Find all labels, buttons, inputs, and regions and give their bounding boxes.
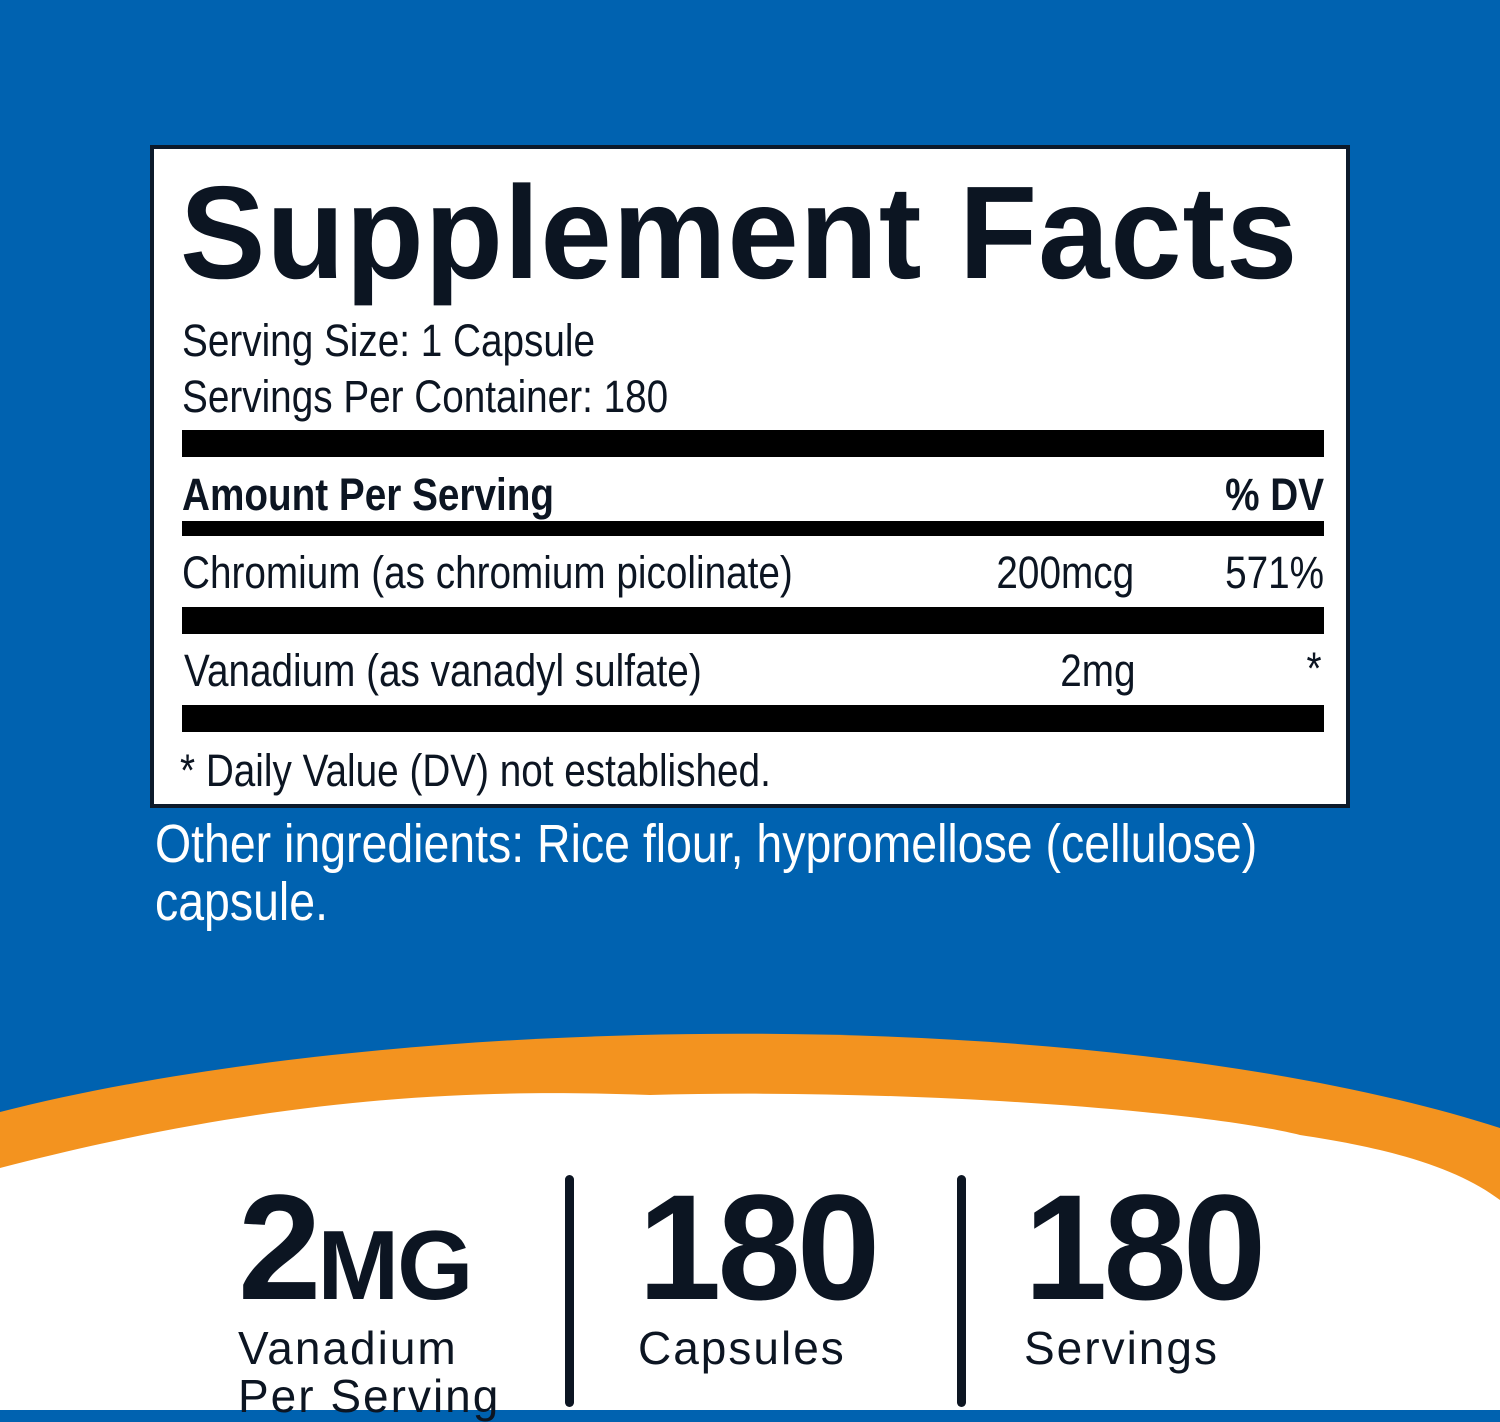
divider-line xyxy=(565,1175,574,1407)
header-dv: % DV xyxy=(1225,469,1324,520)
divider-thick xyxy=(182,430,1324,457)
facts-title: Supplement Facts xyxy=(180,159,1299,306)
row-name: Vanadium (as vanadyl sulfate) xyxy=(184,645,702,696)
serving-size: Serving Size: 1 Capsule xyxy=(182,315,596,366)
highlight-label: Capsules xyxy=(638,1322,846,1374)
supplement-facts-panel: Supplement Facts Serving Size: 1 Capsule… xyxy=(150,145,1350,808)
row-amount: 200mcg xyxy=(996,547,1134,598)
row-amount: 2mg xyxy=(1060,645,1136,696)
divider xyxy=(182,521,1324,536)
other-ingredients: Other ingredients: Rice flour, hypromell… xyxy=(155,815,1257,931)
row-dv: 571% xyxy=(1225,547,1324,598)
highlight-label: Vanadium xyxy=(238,1322,458,1374)
highlight-label: Per Serving xyxy=(238,1370,501,1422)
row-dv: * xyxy=(1306,643,1322,694)
divider-thick xyxy=(182,705,1324,732)
row-name: Chromium (as chromium picolinate) xyxy=(182,547,793,598)
divider-thick xyxy=(182,607,1324,634)
orange-wave-decoration xyxy=(0,1033,1500,1410)
footnote: * Daily Value (DV) not established. xyxy=(180,745,771,796)
divider-line xyxy=(957,1175,966,1407)
other-ingredients-line: Other ingredients: Rice flour, hypromell… xyxy=(155,814,1258,874)
highlight-label: Servings xyxy=(1024,1322,1219,1374)
header-amount-per-serving: Amount Per Serving xyxy=(182,469,555,520)
highlight-value: 180 xyxy=(638,1163,880,1331)
other-ingredients-line: capsule. xyxy=(155,872,328,932)
highlight-capsules: 180 Capsules xyxy=(638,1172,880,1374)
highlight-vanadium: 2MG Vanadium Per Serving xyxy=(238,1172,500,1421)
highlight-value: 180 xyxy=(1024,1163,1266,1331)
highlight-value: 2 xyxy=(238,1163,321,1331)
servings-per-container: Servings Per Container: 180 xyxy=(182,371,669,422)
highlight-servings: 180 Servings xyxy=(1024,1172,1266,1374)
highlight-unit: MG xyxy=(317,1210,473,1320)
